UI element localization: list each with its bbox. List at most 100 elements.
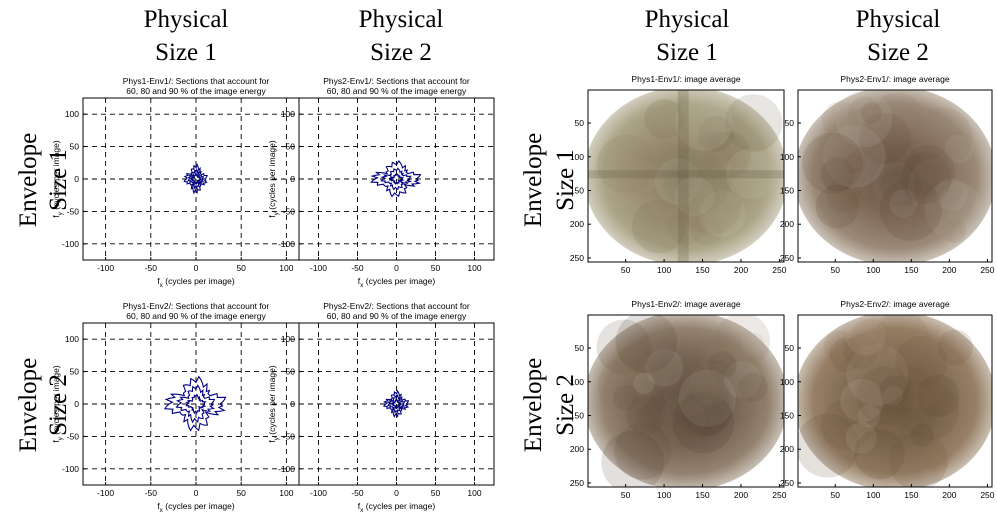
- image-texture-blob: [860, 102, 883, 124]
- image-texture-blob: [728, 378, 767, 417]
- y-tick-label: 250: [780, 478, 794, 488]
- y-tick-label: -100: [278, 464, 295, 474]
- image-texture-blob: [937, 329, 973, 366]
- panel-title-line-1: Phys2-Env1/: Sections that account for: [323, 76, 470, 86]
- panel-title-line-2: 60, 80 and 90 % of the image energy: [327, 86, 467, 96]
- image-texture-blob: [898, 380, 960, 441]
- image-texture-blob: [883, 385, 904, 406]
- panel-title: Phys1-Env1/: image average: [631, 74, 740, 84]
- contour-80-percent: [380, 167, 413, 191]
- image-texture-blob: [654, 158, 701, 205]
- image-texture-blob: [703, 131, 752, 179]
- image-texture-blob: [681, 385, 732, 437]
- image-texture-blob: [627, 358, 667, 398]
- image-texture-blob: [845, 422, 877, 454]
- image-texture-blob: [874, 315, 930, 366]
- y-tick-label: -100: [278, 239, 295, 249]
- image-texture-blob: [879, 178, 942, 241]
- y-tick-label: 50: [286, 367, 296, 377]
- y-tick-label: -100: [62, 464, 79, 474]
- image-texture-blob: [889, 189, 918, 218]
- image-texture-blob: [680, 174, 742, 235]
- image-blur-core: [798, 315, 992, 487]
- y-tick-label: 0: [74, 399, 79, 409]
- image-texture-blob: [644, 99, 685, 140]
- image-texture-blob: [626, 395, 666, 435]
- row-header-1-left-line2: Size 1: [45, 149, 72, 211]
- row-header-2-right: Envelope Size 2: [520, 358, 579, 452]
- image-texture-blob: [879, 375, 910, 406]
- image-texture-blob: [670, 374, 734, 437]
- y-tick-label: 100: [570, 152, 584, 162]
- x-axis-label: fx (cycles per image): [157, 501, 235, 514]
- contour-90-percent: [163, 375, 227, 432]
- x-tick-label: 250: [980, 265, 994, 275]
- y-tick-label: 250: [570, 478, 584, 488]
- image-texture-blob: [823, 330, 858, 364]
- image-vertical-band: [677, 90, 689, 262]
- image-texture-blob: [738, 372, 768, 402]
- row-header-1-right: Envelope Size 1: [520, 133, 579, 227]
- image-texture-blob: [913, 107, 973, 167]
- image-texture-blob: [821, 101, 860, 140]
- image-texture-blob: [907, 158, 964, 214]
- image-texture-blob: [668, 153, 729, 215]
- x-axis-label: fx (cycles per image): [157, 276, 235, 289]
- image-texture-blob: [645, 173, 690, 218]
- image-texture-blob: [668, 207, 707, 246]
- image-texture-blob: [698, 339, 733, 373]
- image-texture-blob: [659, 396, 706, 444]
- image-texture-blob: [601, 430, 665, 487]
- y-axis-label: fy (cycles per image): [267, 140, 280, 218]
- y-axis-label: fy (cycles per image): [51, 365, 64, 443]
- image-texture-blob: [644, 348, 684, 387]
- x-tick-label: 50: [431, 263, 441, 273]
- image-texture-blob: [823, 125, 886, 188]
- y-tick-label: 250: [570, 253, 584, 263]
- y-tick-label: 150: [570, 186, 584, 196]
- column-header-2-line1: Physical: [359, 6, 444, 33]
- image-texture-blob: [880, 165, 922, 207]
- image-texture-blob: [920, 442, 951, 473]
- y-tick-label: 200: [570, 219, 584, 229]
- x-tick-label: 50: [831, 490, 841, 500]
- x-tick-label: -50: [145, 263, 158, 273]
- y-tick-label: -50: [67, 431, 80, 441]
- image-texture-blob: [622, 201, 645, 224]
- image-texture-blob: [614, 346, 648, 380]
- image-texture-blob: [597, 356, 654, 414]
- image-texture-blob: [708, 350, 737, 380]
- x-tick-label: -100: [310, 263, 327, 273]
- contour-60-percent: [189, 172, 202, 186]
- contour-90-percent: [382, 389, 410, 418]
- contour-80-percent: [175, 384, 216, 424]
- x-tick-label: 250: [772, 265, 786, 275]
- image-horizontal-band: [588, 170, 784, 179]
- image-texture-blob: [942, 219, 967, 244]
- average-image: [588, 315, 784, 487]
- x-tick-label: 150: [904, 265, 918, 275]
- average-image: [798, 90, 992, 262]
- column-header-1-line1: Physical: [144, 6, 229, 33]
- column-header-4-line1: Physical: [856, 6, 941, 33]
- image-texture-blob: [815, 184, 860, 229]
- x-tick-label: 0: [394, 488, 399, 498]
- column-header-2-line2: Size 2: [370, 39, 432, 66]
- image-texture-blob: [689, 130, 747, 188]
- image-texture-blob: [678, 369, 736, 427]
- y-tick-label: 200: [780, 219, 794, 229]
- image-texture-blob: [840, 378, 884, 423]
- image-texture-blob: [877, 423, 901, 447]
- x-tick-label: 200: [734, 490, 748, 500]
- x-tick-label: 0: [394, 263, 399, 273]
- image-texture-blob: [895, 335, 948, 388]
- average-image-panel-1: 50 100 150 200 250 50 100 150 200 250 Phys1-Env1/:…: [570, 74, 787, 275]
- row-header-1-left: Envelope Size 1: [15, 133, 72, 227]
- x-axis-label: fx (cycles per image): [358, 501, 436, 514]
- column-header-1-line2: Size 1: [155, 39, 217, 66]
- row-headers: Envelope Size 1 Envelope Size 2 Envelope…: [15, 133, 579, 452]
- x-tick-label: -100: [97, 263, 114, 273]
- y-tick-label: 100: [281, 109, 295, 119]
- y-tick-label: 0: [74, 174, 79, 184]
- x-tick-label: 100: [657, 265, 671, 275]
